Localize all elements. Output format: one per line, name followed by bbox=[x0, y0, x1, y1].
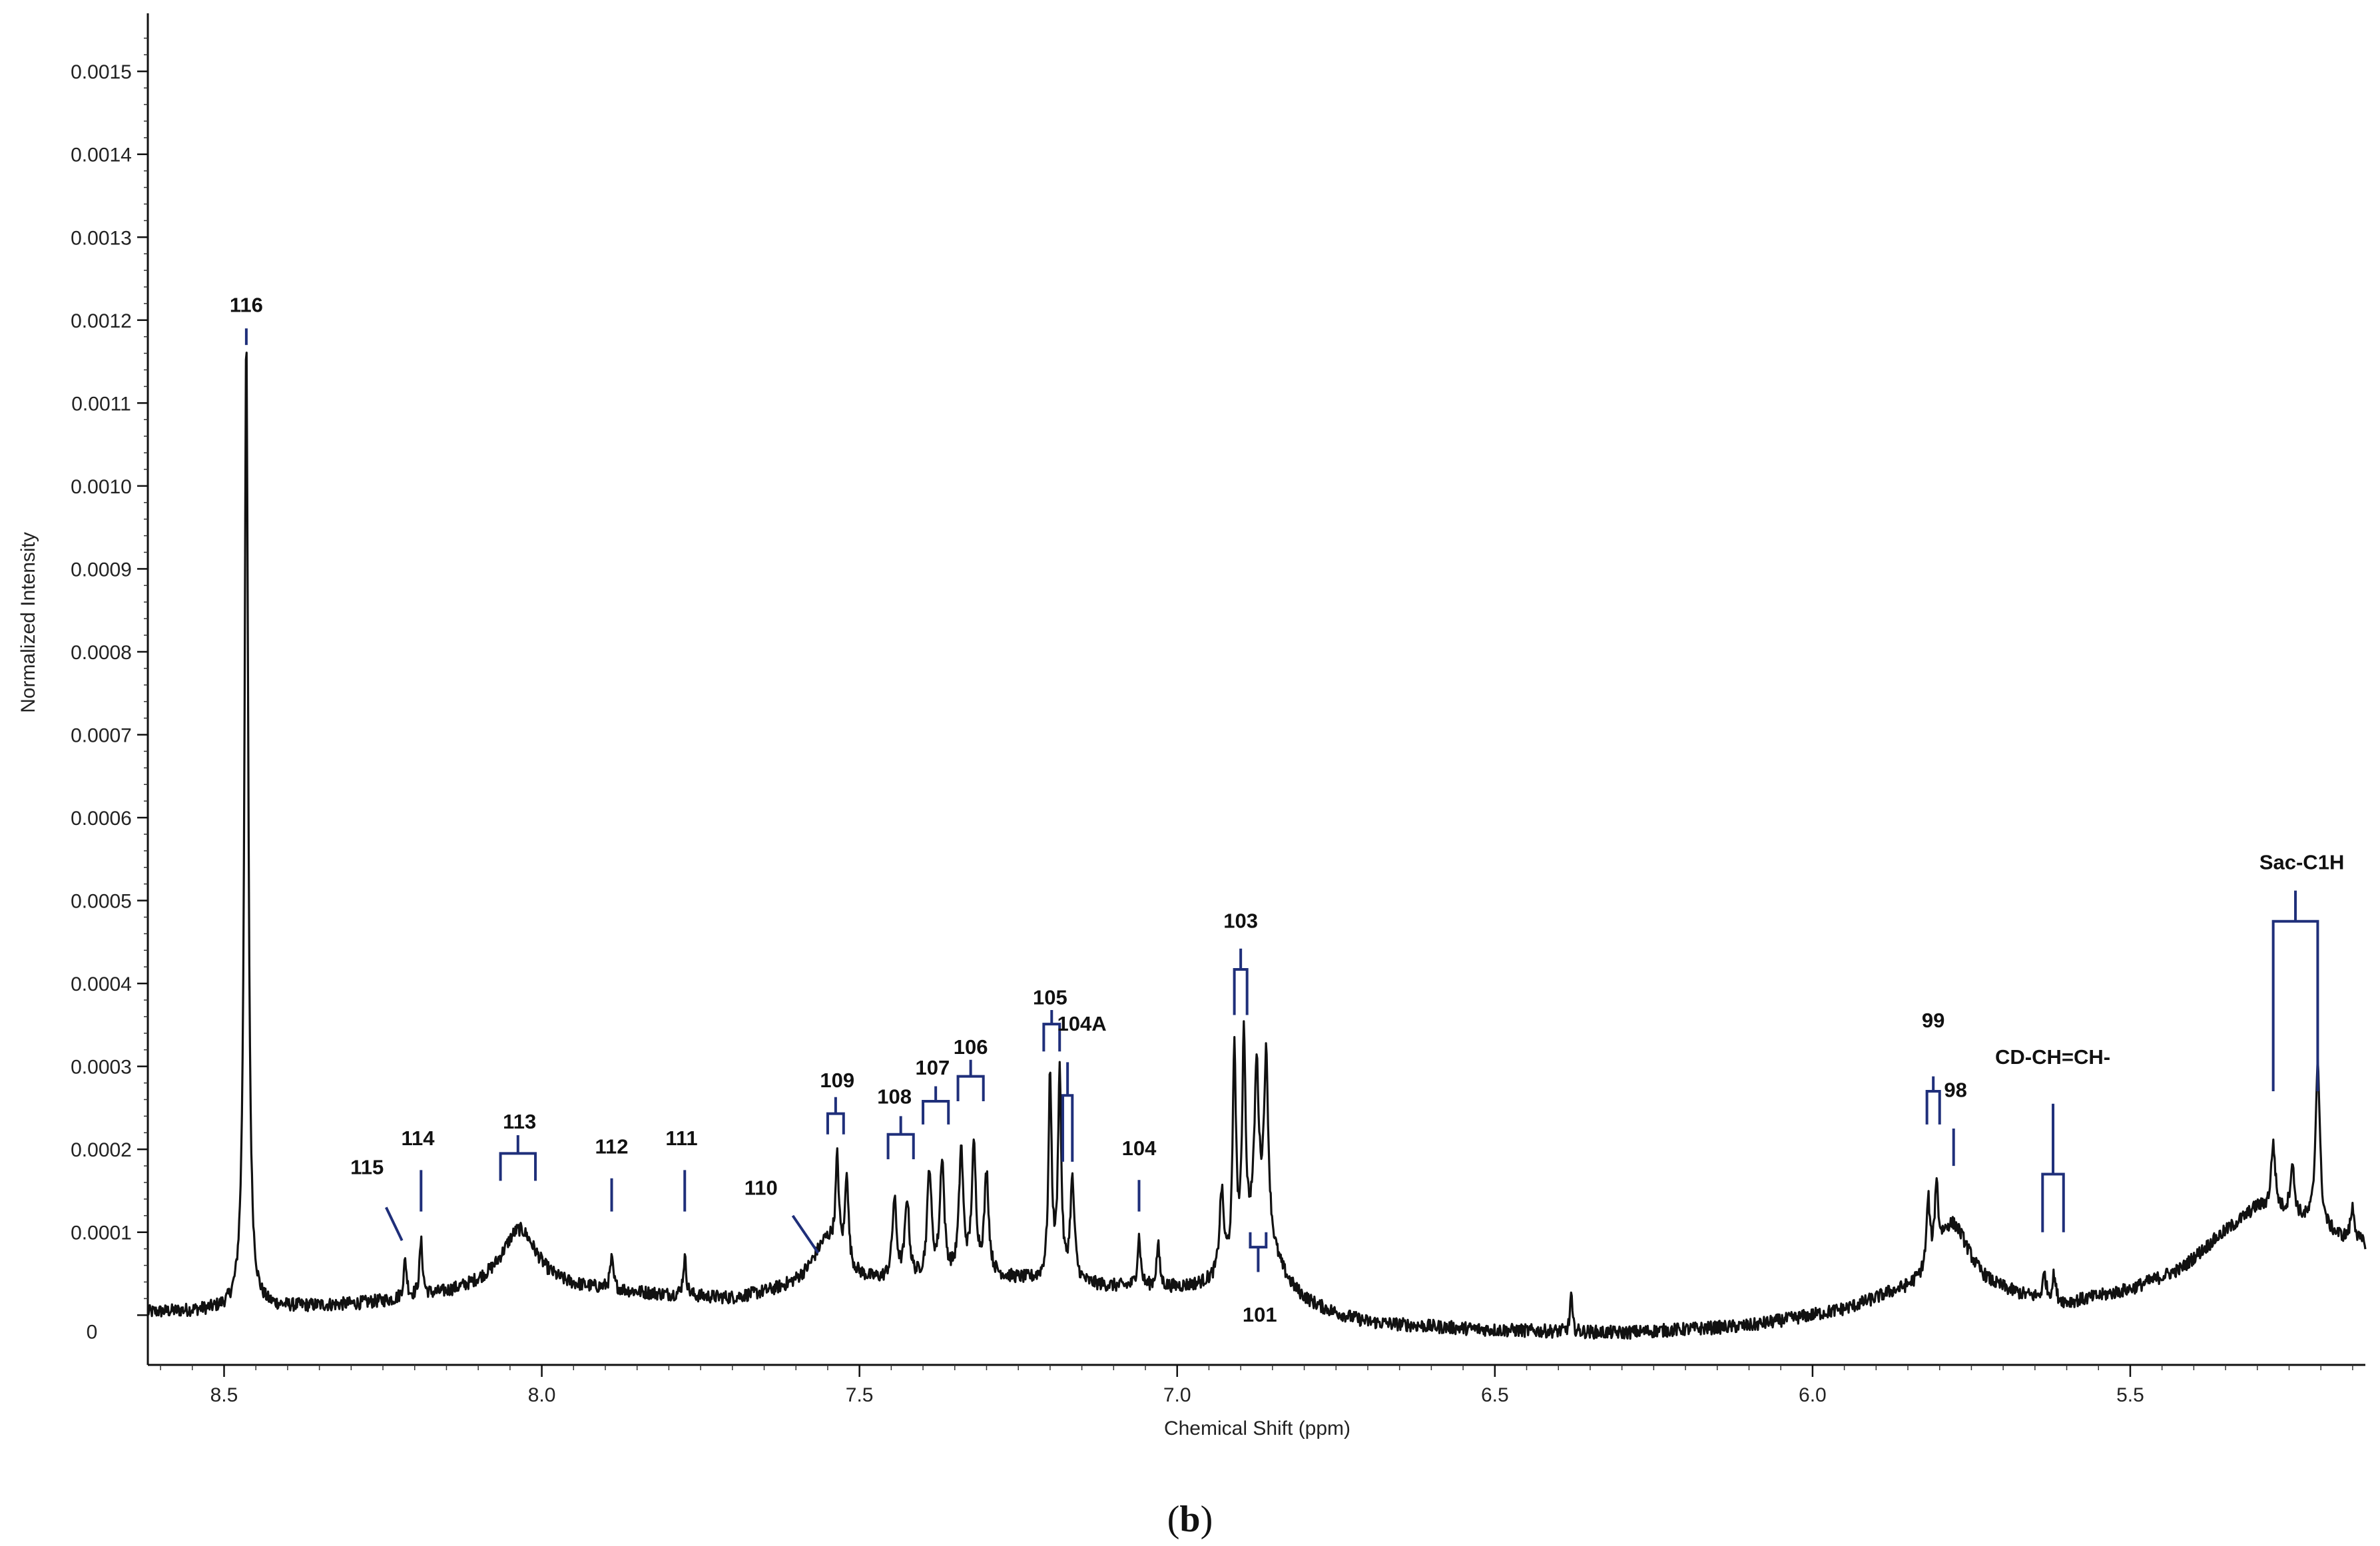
y-tick-label: 0.0005 bbox=[71, 891, 132, 913]
peak-label: 109 bbox=[820, 1069, 854, 1092]
peak-label: 114 bbox=[402, 1127, 436, 1150]
y-axis: 0.0015 0.0014 0.0013 0.0012 0.0011 0.0010 0.00… bbox=[71, 13, 149, 1365]
peak-label: 105 bbox=[1033, 985, 1067, 1009]
peak-annotation: 98 bbox=[1944, 1079, 1967, 1166]
peak-label: 116 bbox=[230, 293, 263, 316]
peak-bracket bbox=[1042, 1009, 1061, 1052]
peak-bracket bbox=[1925, 1076, 1941, 1125]
caption-letter: b bbox=[1179, 1499, 1200, 1540]
peak-annotation: 99 bbox=[1922, 1009, 1944, 1125]
peak-annotation: 101 bbox=[1243, 1232, 1277, 1326]
peak-annotation: 111 bbox=[665, 1127, 698, 1212]
peak-annotation: 109 bbox=[820, 1069, 854, 1135]
peak-label: 106 bbox=[954, 1035, 988, 1059]
peak-annotation: 106 bbox=[954, 1035, 988, 1101]
peak-annotation: 104A bbox=[1057, 1012, 1107, 1162]
peak-annotation: 107 bbox=[916, 1056, 950, 1125]
peak-bracket bbox=[826, 1097, 845, 1135]
peak-annotation: 103 bbox=[1223, 909, 1258, 1015]
peak-marker bbox=[385, 1206, 404, 1242]
peak-annotation: Sac-C1H bbox=[2259, 850, 2345, 1092]
peak-bracket bbox=[499, 1135, 537, 1181]
peak-bracket bbox=[2271, 890, 2319, 1092]
peak-label: 110 bbox=[744, 1176, 778, 1200]
x-tick-label: 6.0 bbox=[1799, 1384, 1827, 1406]
peak-bracket bbox=[886, 1116, 915, 1160]
figure-caption: (b) bbox=[1167, 1499, 1213, 1540]
peak-marker bbox=[791, 1214, 820, 1254]
y-tick-label: 0.0015 bbox=[71, 61, 132, 83]
x-tick-label: 7.5 bbox=[846, 1384, 874, 1406]
peak-annotation: CD-CH=CH- bbox=[1995, 1045, 2110, 1232]
peak-bracket bbox=[2041, 1103, 2065, 1232]
y-tick-label: 0.0004 bbox=[71, 973, 132, 995]
y-tick-label: 0.0007 bbox=[71, 724, 132, 746]
caption-open-paren: ( bbox=[1167, 1499, 1180, 1540]
x-tick-label: 7.0 bbox=[1163, 1384, 1191, 1406]
peak-bracket bbox=[1233, 948, 1249, 1015]
peak-annotation: 113 bbox=[499, 1110, 537, 1181]
peak-annotation: 115 bbox=[350, 1156, 404, 1242]
peak-label: 99 bbox=[1922, 1009, 1944, 1032]
y-tick-label: 0.0001 bbox=[71, 1222, 132, 1244]
y-tick-label: 0.0013 bbox=[71, 227, 132, 249]
peak-label: 104 bbox=[1122, 1137, 1157, 1160]
peak-annotation: 114 bbox=[402, 1127, 436, 1212]
y-tick-label: 0.0012 bbox=[71, 310, 132, 332]
peak-label: 103 bbox=[1223, 909, 1258, 933]
x-tick-label: 8.0 bbox=[528, 1384, 556, 1406]
peak-label: 107 bbox=[916, 1056, 950, 1079]
y-tick-label: 0.0002 bbox=[71, 1139, 132, 1161]
peak-label: 112 bbox=[595, 1135, 629, 1158]
peak-label: 113 bbox=[503, 1110, 536, 1133]
peak-annotation: 108 bbox=[877, 1085, 915, 1160]
y-axis-title: Normalized Intensity bbox=[17, 532, 39, 713]
peak-annotation: 112 bbox=[595, 1135, 629, 1212]
x-axis: 8.5 8.0 7.5 7.0 6.5 6.0 5.5 bbox=[148, 1364, 2365, 1406]
peak-bracket bbox=[956, 1059, 985, 1101]
y-tick-label: 0.0003 bbox=[71, 1057, 132, 1079]
peak-label: 108 bbox=[877, 1085, 912, 1109]
spectrum-line bbox=[147, 352, 2367, 1340]
peak-annotation: 116 bbox=[230, 293, 263, 346]
y-tick-label: 0.0008 bbox=[71, 642, 132, 664]
y-tick-label: 0.0006 bbox=[71, 808, 132, 830]
y-tick-label: 0.0014 bbox=[71, 144, 132, 166]
peak-bracket bbox=[922, 1086, 950, 1125]
x-axis-title: Chemical Shift (ppm) bbox=[1164, 1417, 1350, 1439]
y-tick-label: 0.0009 bbox=[71, 559, 132, 581]
peak-label: CD-CH=CH- bbox=[1995, 1045, 2110, 1069]
peak-bracket bbox=[1249, 1232, 1268, 1272]
peak-label: 98 bbox=[1944, 1079, 1966, 1102]
peak-label: Sac-C1H bbox=[2259, 850, 2345, 874]
y-tick-label: 0.0010 bbox=[71, 476, 132, 498]
x-tick-label: 6.5 bbox=[1481, 1384, 1509, 1406]
peak-bracket bbox=[1061, 1062, 1074, 1162]
peak-annotation: 105 bbox=[1033, 985, 1067, 1052]
peak-label: 111 bbox=[665, 1127, 697, 1150]
peak-annotation: 104 bbox=[1122, 1137, 1157, 1212]
caption-close-paren: ) bbox=[1201, 1499, 1213, 1540]
x-tick-label: 8.5 bbox=[210, 1384, 238, 1406]
peak-label: 101 bbox=[1243, 1303, 1277, 1326]
y-tick-label: 0.0011 bbox=[71, 393, 131, 415]
peak-label: 104A bbox=[1057, 1012, 1107, 1035]
y-tick-label: 0 bbox=[87, 1321, 98, 1343]
x-tick-label: 5.5 bbox=[2116, 1384, 2144, 1406]
peak-label: 115 bbox=[350, 1156, 384, 1179]
peak-annotation: 110 bbox=[744, 1176, 820, 1254]
